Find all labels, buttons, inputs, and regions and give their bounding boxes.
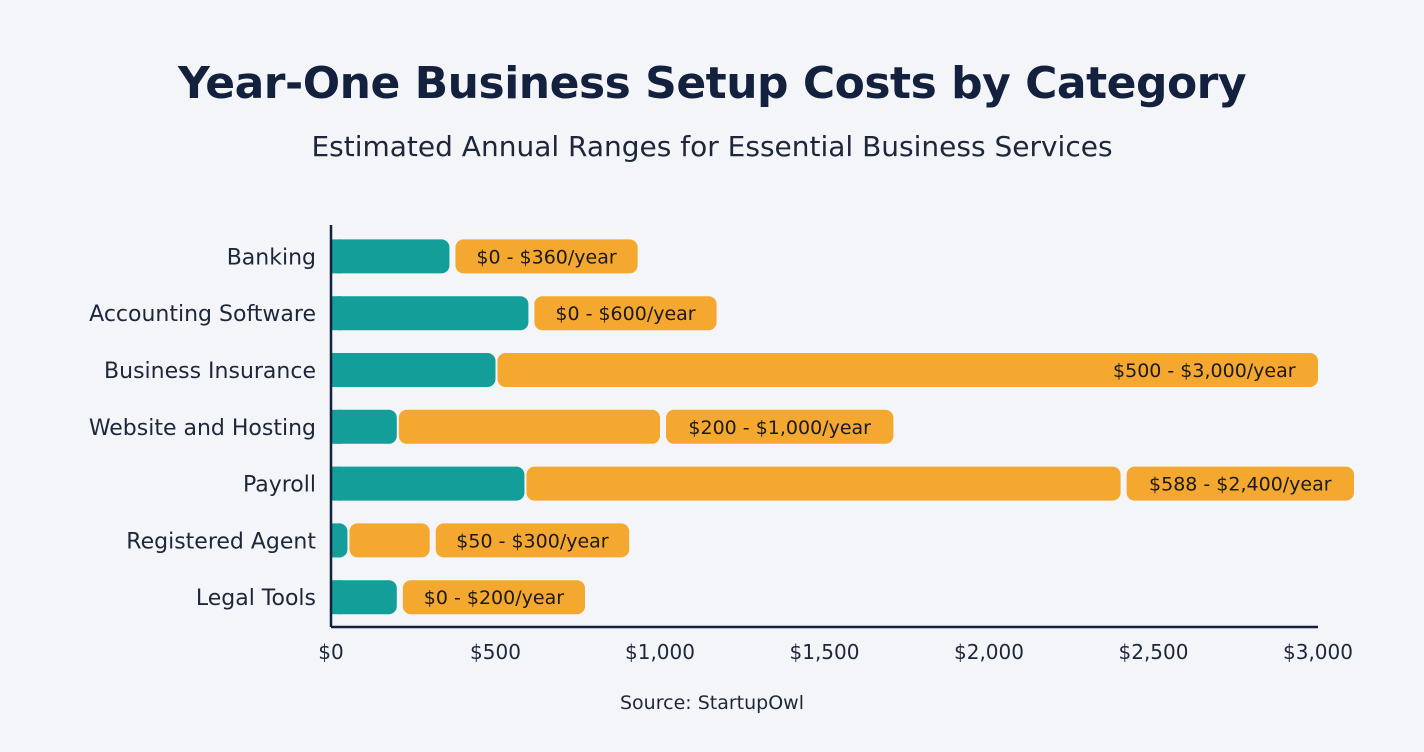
data-label-background xyxy=(666,409,894,444)
bar-minimum xyxy=(331,239,450,274)
category-label: Payroll xyxy=(243,473,316,498)
bar-range xyxy=(349,523,430,558)
bar-minimum xyxy=(331,466,525,501)
category-label: Business Insurance xyxy=(104,359,316,384)
chart-title: Year-One Business Setup Costs by Categor… xyxy=(177,58,1247,109)
bar-minimum-base xyxy=(331,239,341,274)
x-tick-label: $0 xyxy=(318,640,343,664)
category-label: Registered Agent xyxy=(126,529,316,554)
category-label: Accounting Software xyxy=(89,302,316,327)
bar-minimum-base xyxy=(331,580,341,615)
data-label-background xyxy=(402,580,585,615)
bar-range xyxy=(497,353,1318,387)
x-tick-label: $2,000 xyxy=(954,640,1024,664)
x-tick-label: $2,500 xyxy=(1119,640,1189,664)
bar-minimum-base xyxy=(331,466,341,501)
data-label: $50 - $300/year xyxy=(456,530,609,552)
data-label: $500 - $3,000/year xyxy=(1113,360,1296,382)
data-label: $0 - $200/year xyxy=(424,587,564,609)
data-label: $200 - $1,000/year xyxy=(688,417,871,439)
category-label: Legal Tools xyxy=(196,586,316,611)
x-tick-label: $500 xyxy=(470,640,521,664)
bar-minimum-base xyxy=(331,523,341,558)
category-label: Website and Hosting xyxy=(89,416,316,441)
chart-subtitle: Estimated Annual Ranges for Essential Bu… xyxy=(311,130,1113,163)
bar-minimum-base xyxy=(331,296,341,331)
bar-minimum xyxy=(331,296,529,331)
x-tick-label: $3,000 xyxy=(1283,640,1353,664)
x-tick-label: $1,000 xyxy=(625,640,695,664)
x-tick-label: $1,500 xyxy=(790,640,860,664)
data-label-background xyxy=(435,523,630,558)
data-label-background xyxy=(1126,466,1354,501)
bar-minimum-base xyxy=(331,409,341,444)
bar-minimum-base xyxy=(331,353,341,387)
chart-source: Source: StartupOwl xyxy=(620,692,804,714)
data-label-background xyxy=(534,296,717,331)
bar-minimum xyxy=(331,409,397,444)
category-label: Banking xyxy=(227,245,316,270)
data-label: $0 - $600/year xyxy=(555,303,695,325)
bar-range xyxy=(526,466,1121,501)
data-label: $0 - $360/year xyxy=(476,246,616,268)
data-label: $588 - $2,400/year xyxy=(1149,474,1332,496)
bar-range xyxy=(398,409,660,444)
bar-minimum xyxy=(331,580,397,615)
bar-minimum xyxy=(331,353,496,387)
data-label-background xyxy=(455,239,638,274)
